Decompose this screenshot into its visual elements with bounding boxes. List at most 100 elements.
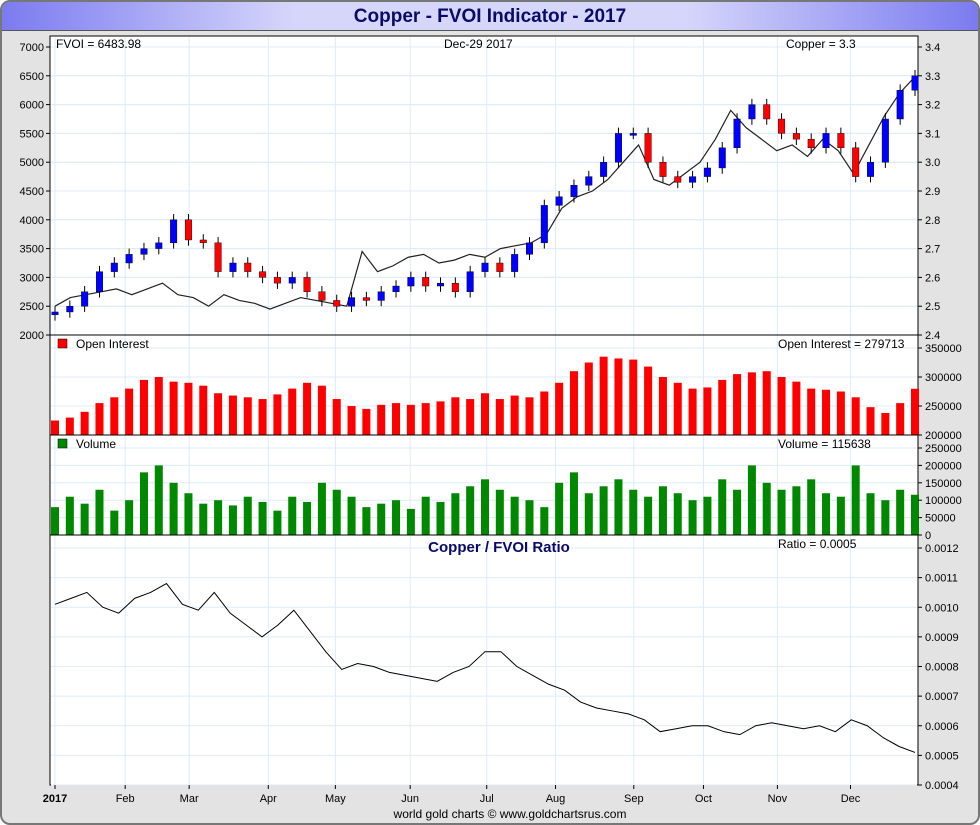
volume-bar [777,489,786,535]
volume-bar [762,482,771,535]
open-interest-bar [303,382,312,435]
x-tick-label: 2017 [43,793,67,805]
copper-candle [333,300,341,307]
volume-bar [95,489,104,535]
open-interest-bar [703,387,712,435]
copper-candle [96,271,103,293]
fvoi-axis-tick-label: 5500 [20,128,44,140]
volume-bar [169,482,178,535]
footer-credit: world gold charts © www.goldchartsrus.co… [393,807,627,821]
copper-axis-tick-label: 3.1 [925,128,940,140]
fvoi-axis-tick-label: 6000 [20,100,44,112]
copper-candle [852,147,860,177]
copper-candle [392,285,400,293]
open-interest-bar [95,403,104,435]
copper-candle [511,254,519,272]
ratio-axis-tick-label: 0.0005 [925,750,959,762]
ratio-line [54,582,916,753]
ratio-axis-tick-label: 0.0009 [925,632,959,644]
copper-candle [733,118,741,148]
open-interest-bar [199,385,208,435]
volume-bar [569,472,578,535]
copper-candle [214,242,222,272]
oi-axis-tick-label: 250000 [925,401,962,413]
volume-bar [614,479,623,535]
open-interest-bar [466,399,475,435]
open-interest-bar [214,393,223,435]
copper-value-label: Copper = 3.3 [786,37,856,51]
copper-candle [703,167,711,177]
copper-candle [184,219,192,241]
copper-candle [318,291,326,301]
copper-candle [125,254,133,264]
volume-axis-tick-label: 150000 [925,478,962,490]
volume-bar [154,465,163,535]
volume-bar [377,503,386,535]
volume-bar [65,496,74,535]
open-interest-bar [392,403,401,435]
volume-bar [540,507,549,535]
copper-candle [451,282,459,293]
copper-candle [348,297,356,307]
copper-candle [689,176,697,183]
x-tick-label: Feb [116,793,135,805]
x-tick-label: Sep [624,793,644,805]
copper-candle [362,297,370,301]
fvoi-axis-tick-label: 3000 [20,272,44,284]
copper-candle [867,161,874,177]
open-interest-bar [881,412,890,435]
x-tick-label: Apr [260,793,277,805]
copper-candle [570,185,578,197]
open-interest-bar [451,397,460,435]
open-interest-bar [688,388,697,435]
volume-legend-swatch [57,438,68,449]
copper-axis-tick-label: 3.0 [925,157,940,169]
copper-candle [659,161,667,177]
copper-candle [170,219,178,244]
volume-bar [807,479,816,535]
open-interest-bar [896,403,905,435]
fvoi-value-label: FVOI = 6483.98 [56,37,141,51]
copper-candle [748,104,756,120]
date-label: Dec-29 2017 [444,37,513,51]
volume-bar [317,482,326,535]
x-tick-label: Mar [180,793,199,805]
ratio-axis-tick-label: 0.0011 [925,573,958,585]
copper-axis-tick-label: 2.5 [925,301,940,313]
volume-bar [436,501,445,535]
copper-candle [244,262,252,272]
copper-candle [110,262,118,272]
copper-candle [259,271,267,278]
copper-candle [526,242,533,255]
volume-value-label: Volume = 115638 [778,437,871,451]
open-interest-bar [495,399,504,435]
copper-candle [896,89,904,120]
copper-candle [718,147,726,169]
copper-candle [377,291,385,301]
x-tick-label: Nov [768,793,788,805]
copper-candle [155,242,163,249]
volume-bar [332,489,341,535]
open-interest-bar [421,403,430,435]
ratio-axis-tick-label: 0.0008 [925,662,959,674]
volume-bar [110,510,119,535]
oi-axis-tick-label: 200000 [925,430,962,442]
copper-candle [674,176,682,183]
volume-bar [362,507,371,535]
copper-candle [407,277,415,287]
open-interest-bar [169,381,178,435]
volume-axis-tick-label: 100000 [925,495,962,507]
volume-bar [303,501,312,535]
x-tick-label: Dec [841,793,861,805]
volume-bar [421,496,430,535]
volume-bar [584,493,593,535]
open-interest-bar [658,377,667,435]
open-interest-bar [480,393,490,435]
open-interest-bar [673,382,682,435]
fvoi-axis-tick-label: 4000 [20,215,44,227]
oi-axis-tick-label: 300000 [925,372,962,384]
open-interest-bar [747,372,756,435]
volume-bar [673,493,682,535]
volume-bar [718,479,727,535]
